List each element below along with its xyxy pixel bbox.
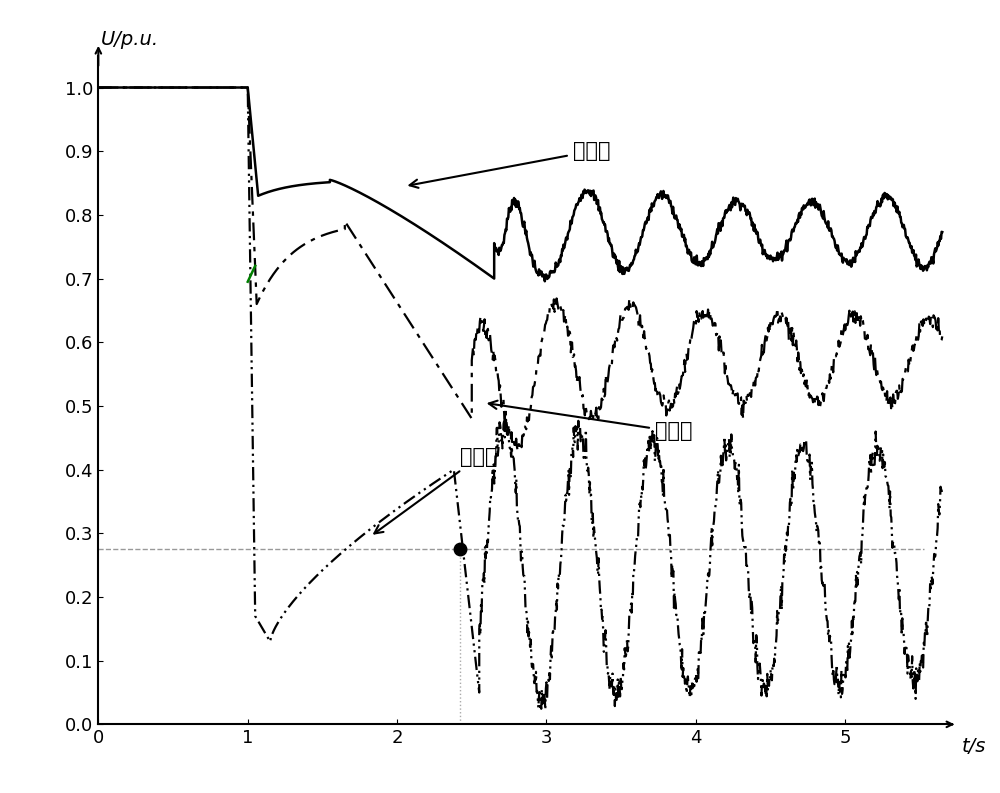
Text: t/s: t/s: [962, 737, 986, 757]
Text: U/p.u.: U/p.u.: [101, 30, 159, 49]
Text: 郑州站: 郑州站: [410, 141, 610, 188]
Text: 巩义站: 巩义站: [489, 400, 692, 442]
Text: 豫西站: 豫西站: [374, 447, 498, 534]
